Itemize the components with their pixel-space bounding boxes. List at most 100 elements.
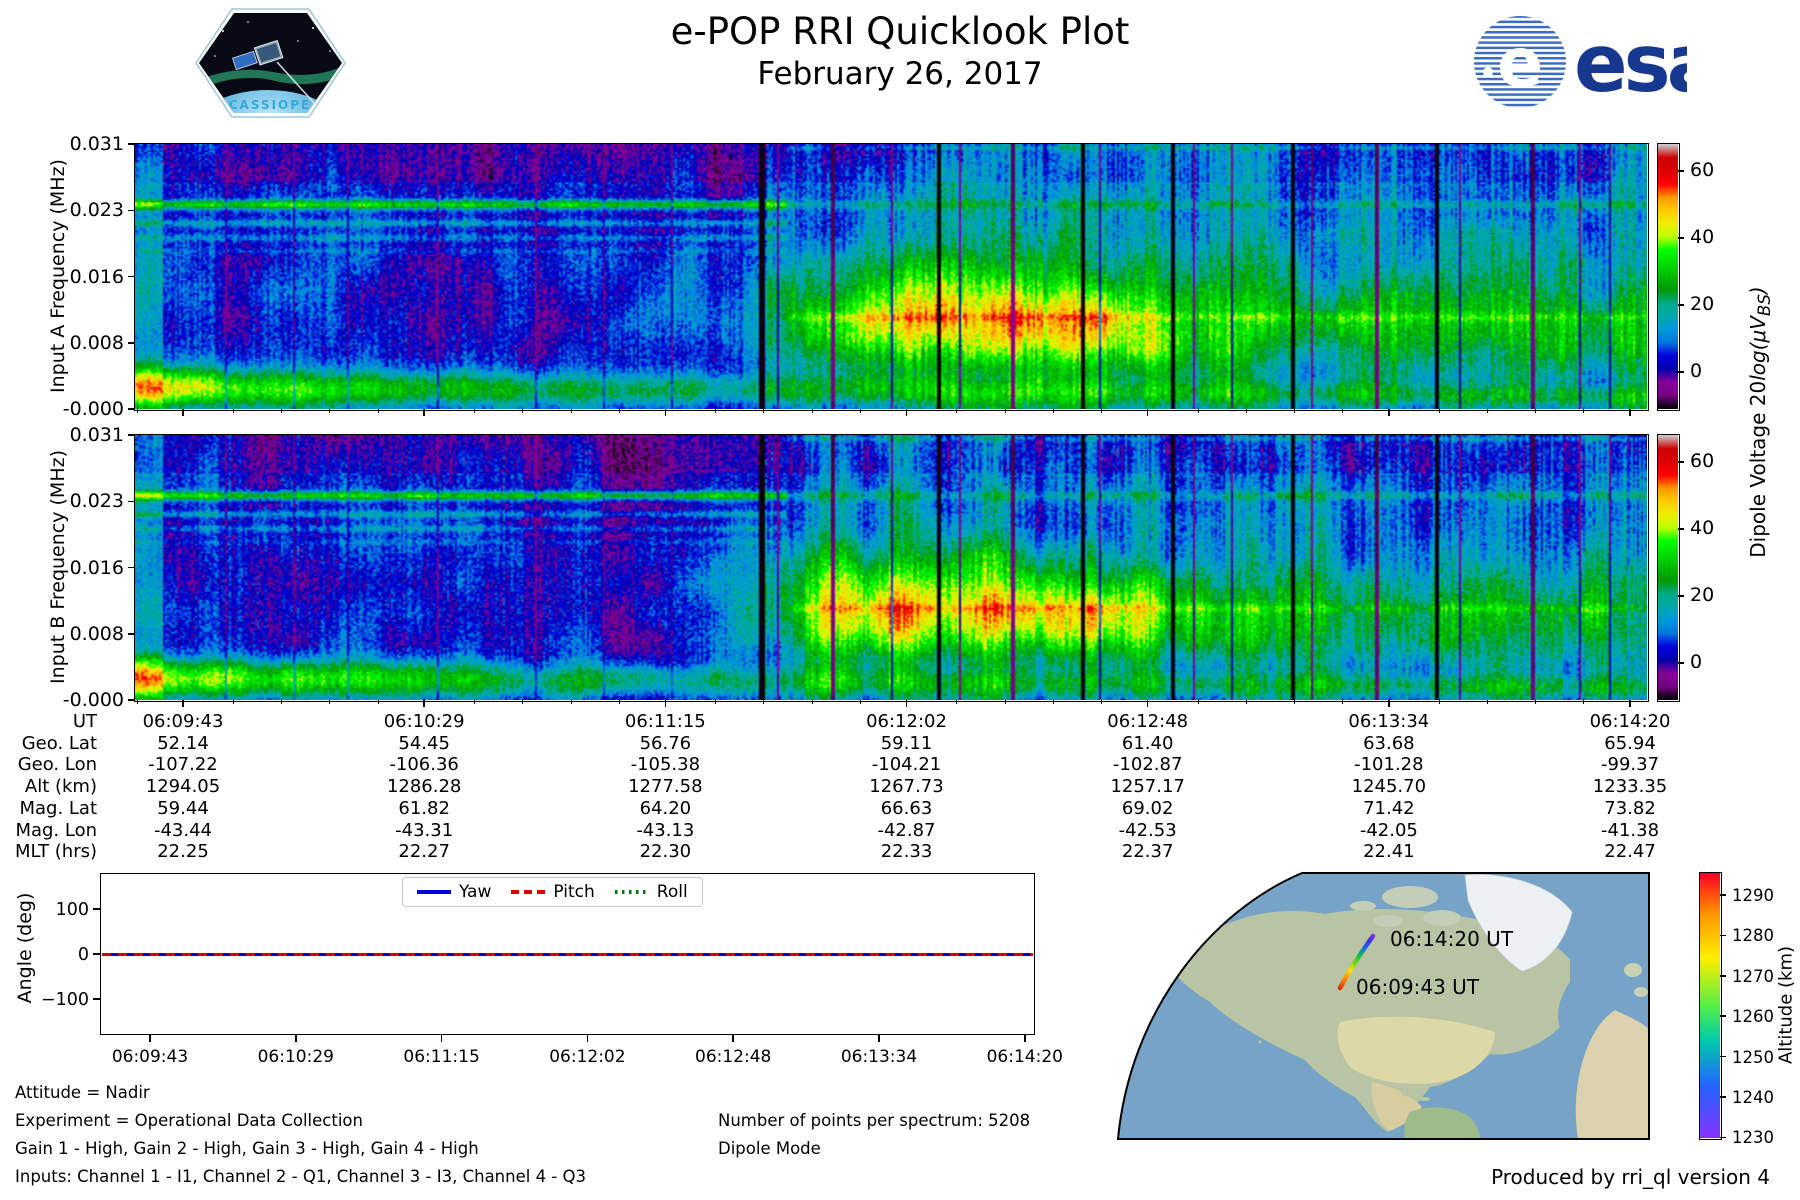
altitude-tick-label: 1270: [1732, 966, 1774, 986]
colorbar-tick-label: 40: [1690, 516, 1715, 539]
map-arctic-island-4: [1350, 901, 1376, 911]
ephemeris-cell: 61.40: [1121, 732, 1174, 754]
ephemeris-cell: 06:13:34: [1348, 711, 1430, 732]
angle-y-tick-label: 100: [55, 900, 89, 920]
time-tick-minor: [859, 409, 861, 413]
freq-tick-label: 0.016: [69, 556, 124, 579]
ephemeris-cell: 71.42: [1363, 797, 1415, 819]
altitude-tick-mark: [1720, 1136, 1726, 1139]
freq-tick-label: -0.000: [62, 689, 124, 711]
angle-x-tick-label: 06:14:20: [986, 1047, 1063, 1067]
freq-tick-label: -0.000: [62, 398, 124, 420]
ephemeris-row-label: Alt (km): [24, 776, 97, 798]
time-tick-major: [1388, 409, 1390, 416]
ephemeris-cell: -106.36: [389, 754, 459, 776]
ephemeris-cell: -105.38: [630, 754, 701, 776]
ephemeris-cell: 22.30: [639, 841, 692, 863]
time-tick-minor: [1101, 409, 1103, 413]
cassiope-satellite: [232, 39, 284, 71]
time-tick-minor: [329, 409, 331, 413]
ephemeris-cell: 06:14:20: [1589, 711, 1671, 732]
altitude-tick-mark: [1720, 894, 1726, 896]
cassiope-logo-label: CASSIOPE: [229, 98, 312, 112]
angle-x-tick-label: 06:09:43: [111, 1047, 189, 1067]
time-tick-minor: [763, 409, 765, 413]
colorbar-label-pre: Dipole Voltage 20: [1746, 380, 1770, 558]
time-tick-minor: [329, 700, 331, 704]
colorbar-input-b: [1658, 435, 1678, 700]
ephemeris-cell: -43.31: [395, 819, 454, 841]
esa-logo: e esa: [1474, 16, 1687, 110]
time-tick-minor: [1583, 409, 1585, 413]
esa-globe: [1474, 16, 1566, 108]
angle-x-tick-mark: [878, 1035, 880, 1042]
ephemeris-cell: -42.53: [1118, 819, 1177, 841]
ephemeris-cell: 52.14: [157, 732, 209, 754]
ephemeris-cell: -43.44: [153, 819, 213, 841]
produced-by-text: Produced by rri_ql version 4: [1491, 1165, 1770, 1189]
page-subtitle: February 26, 2017: [757, 56, 1043, 92]
ephemeris-cell: -107.22: [148, 754, 218, 776]
colorbar-label-math: log(μV: [1746, 316, 1770, 381]
ephemeris-row-label: Geo. Lon: [17, 754, 97, 776]
angle-x-tick-label: 06:13:34: [840, 1047, 918, 1067]
time-tick-minor: [715, 700, 717, 704]
ephemeris-cell: 06:12:02: [866, 711, 947, 732]
map-hawaii: [1258, 1040, 1262, 1044]
ephemeris-cell: 61.82: [398, 797, 450, 819]
altitude-tick-label: 1290: [1732, 886, 1774, 905]
time-tick-minor: [570, 700, 572, 704]
time-tick-minor: [1197, 700, 1199, 704]
ephemeris-cell: 22.47: [1604, 841, 1656, 863]
ephemeris-row-label: UT: [72, 711, 97, 732]
time-tick-minor: [136, 700, 138, 704]
ephemeris-cell: 54.45: [398, 732, 450, 754]
angle-x-tick-mark: [295, 1035, 297, 1042]
time-tick-minor: [377, 700, 379, 704]
time-tick-major: [905, 409, 908, 416]
altitude-tick-mark: [1720, 1015, 1726, 1017]
map-arctic-island-3: [1373, 915, 1403, 927]
esa-logo-text: esa: [1574, 18, 1687, 110]
map-iberia: [1634, 987, 1648, 997]
altitude-tick-label: 1280: [1732, 926, 1774, 946]
map-border: [1116, 872, 1650, 1140]
time-tick-major: [423, 409, 425, 416]
ephemeris-cell: 1277.58: [628, 776, 703, 798]
freq-tick-mark: [128, 434, 135, 436]
time-tick-minor: [956, 700, 958, 704]
time-tick-minor: [1486, 700, 1488, 704]
track-start-label: 06:09:43 UT: [1356, 975, 1480, 999]
ephemeris-cell: 06:12:48: [1107, 711, 1189, 732]
ephemeris-cell: -42.05: [1359, 819, 1418, 841]
ephemeris-cell: 1257.17: [1110, 776, 1185, 798]
time-tick-minor: [1486, 409, 1488, 413]
colorbar-tick-label: 20: [1690, 584, 1715, 606]
angle-legend: Yaw Pitch Roll: [402, 877, 703, 907]
colorbar-input-a: [1658, 144, 1678, 409]
time-tick-minor: [811, 700, 813, 704]
pitch-series-line: [102, 952, 1033, 956]
time-tick-minor: [474, 700, 476, 704]
freq-tick-mark: [128, 143, 135, 145]
angle-y-tick-label: 0: [77, 945, 89, 965]
gain-text: Gain 1 - High, Gain 2 - High, Gain 3 - H…: [15, 1139, 479, 1158]
time-tick-minor: [715, 409, 717, 413]
ephemeris-cell: 22.33: [880, 841, 933, 863]
angle-x-tick-label: 06:12:02: [549, 1047, 626, 1067]
esa-globe-e: e: [1497, 24, 1543, 103]
ephemeris-cell: 66.63: [880, 797, 933, 819]
angle-x-tick-mark: [586, 1035, 589, 1042]
ephemeris-cell: 22.27: [398, 841, 450, 863]
experiment-text: Experiment = Operational Data Collection: [15, 1111, 363, 1130]
altitude-tick-mark: [1720, 1055, 1726, 1058]
ephemeris-cell: 56.76: [639, 732, 692, 754]
altitude-tick-label: 1240: [1732, 1088, 1774, 1107]
angle-x-tick-label: 06:11:15: [403, 1047, 480, 1067]
legend-item-yaw: Yaw: [417, 882, 491, 902]
yaw-line-sample: [417, 890, 451, 894]
spectrogram-input-a: [135, 144, 1647, 409]
time-tick-minor: [1052, 409, 1054, 413]
angle-ylabel: Angle (deg): [14, 892, 36, 1004]
angle-x-tick-label: 06:12:48: [695, 1047, 772, 1067]
